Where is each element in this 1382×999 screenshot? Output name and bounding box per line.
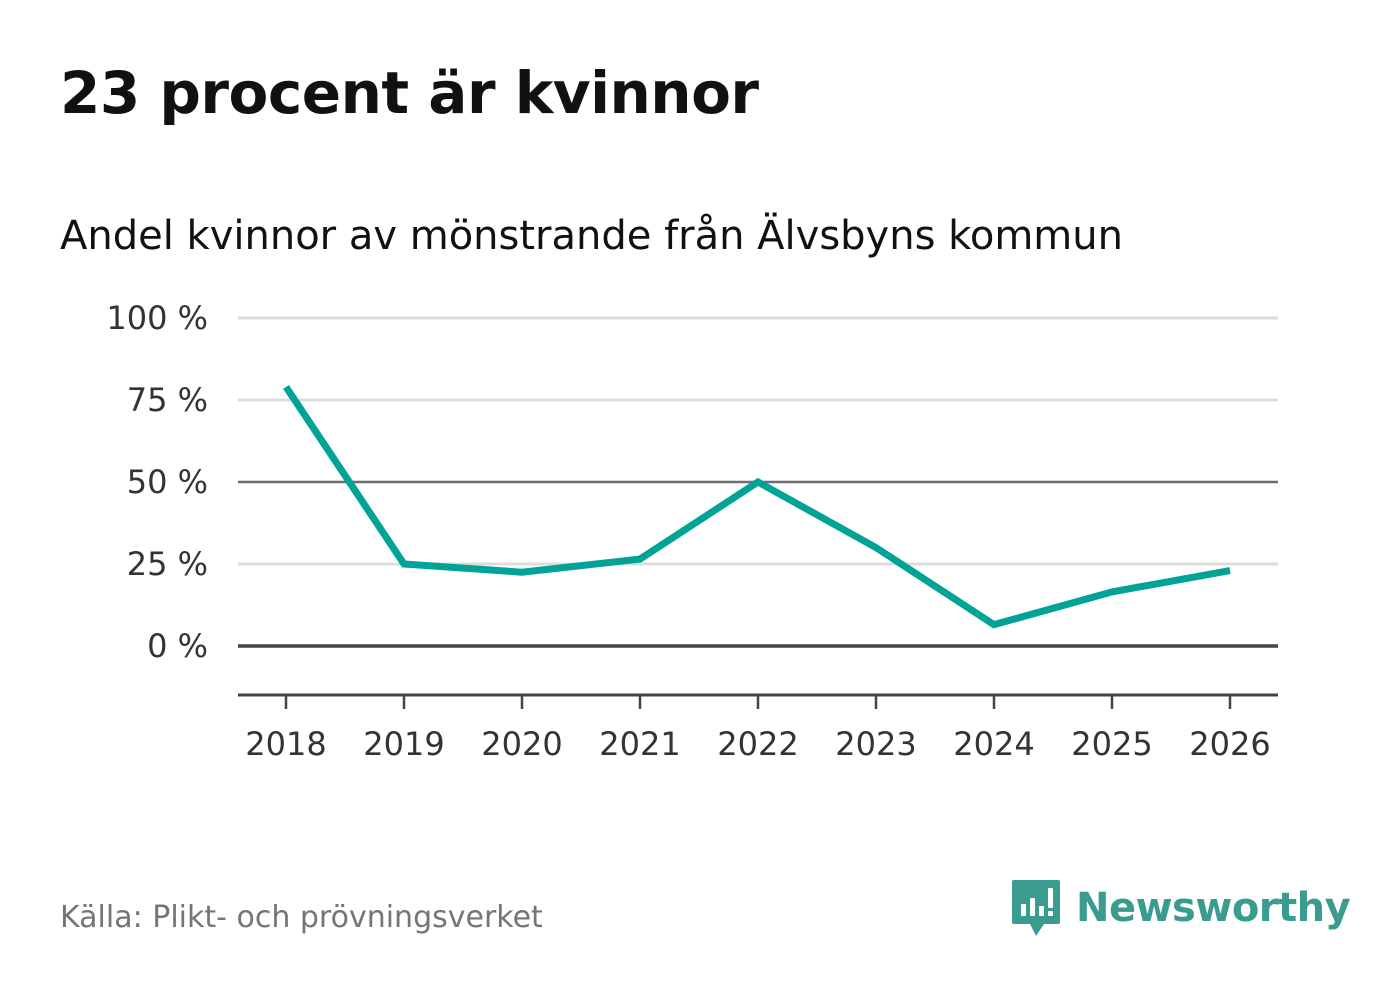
x-tick-label: 2020: [481, 725, 562, 763]
line-chart: 0 % 25 % 50 % 75 % 100 % 2018 2019 2020 2021 202…: [106, 299, 1278, 763]
y-tick-label: 0 %: [147, 627, 208, 665]
brand-name: Newsworthy: [1076, 885, 1351, 931]
x-tick-label: 2024: [953, 725, 1034, 763]
series-line-0: [283, 384, 1231, 629]
chart-subtitle: Andel kvinnor av mönstrande från Älvsbyn…: [60, 213, 1123, 259]
source-note: Källa: Plikt- och prövningsverket: [60, 900, 543, 935]
y-tick-label: 50 %: [127, 463, 208, 501]
y-tick-label: 25 %: [127, 545, 208, 583]
y-tick-label: 100 %: [106, 299, 208, 337]
x-tick-label: 2026: [1189, 725, 1270, 763]
series-layer: [283, 384, 1231, 629]
newsworthy-logo-icon: [1012, 880, 1060, 936]
x-tick-label: 2018: [245, 725, 326, 763]
chart-title: 23 procent är kvinnor: [60, 59, 759, 127]
x-tick-label: 2019: [363, 725, 444, 763]
brand-logo: Newsworthy: [1010, 878, 1351, 938]
x-axis: 2018 2019 2020 2021 2022 2023 2024 2025 2026: [238, 693, 1278, 763]
x-tick-label: 2021: [599, 725, 680, 763]
y-tick-label: 75 %: [127, 381, 208, 419]
x-tick-label: 2025: [1071, 725, 1152, 763]
x-tick-label: 2023: [835, 725, 916, 763]
x-tick-label: 2022: [717, 725, 798, 763]
y-axis-labels: 0 % 25 % 50 % 75 % 100 %: [106, 299, 208, 665]
